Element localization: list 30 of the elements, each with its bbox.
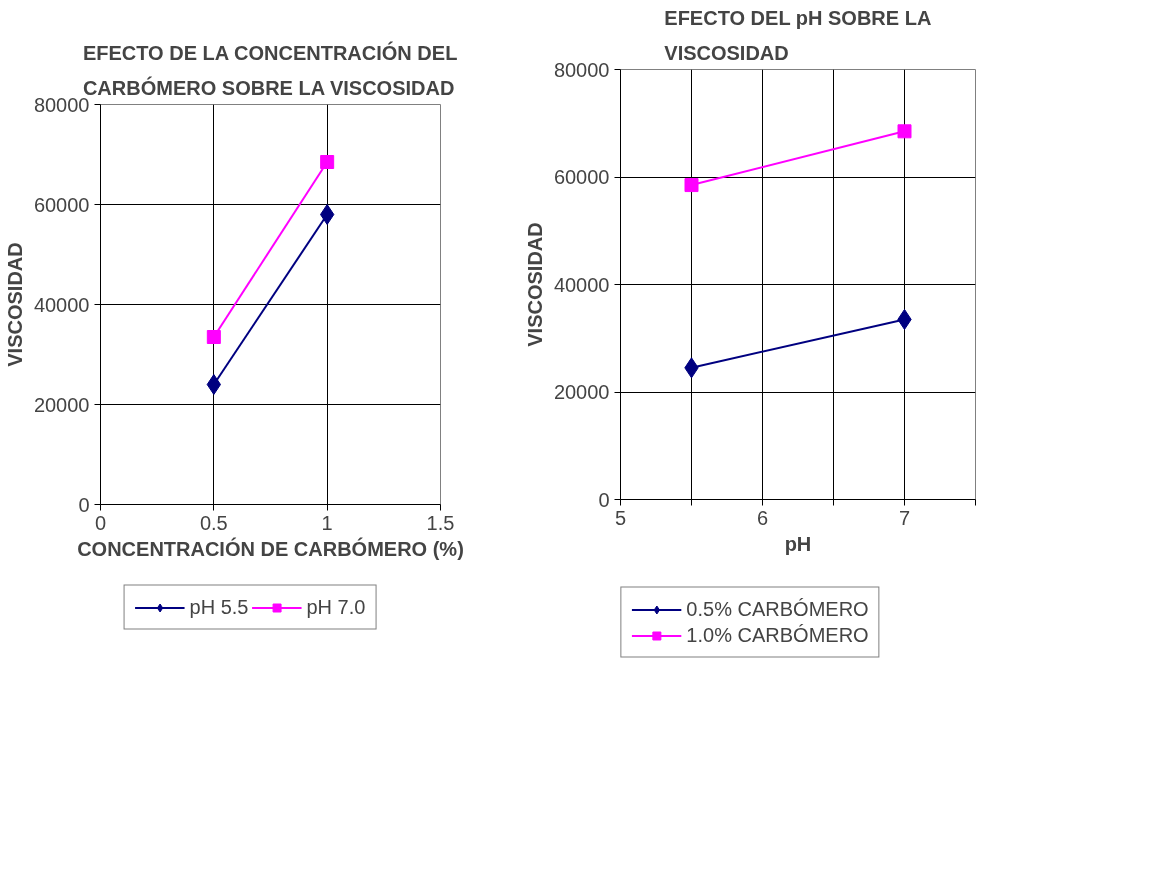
legend-label: 1.0% CARBÓMERO — [686, 623, 869, 647]
y-tick-label: 0 — [598, 488, 610, 511]
point — [684, 178, 699, 193]
point — [206, 330, 221, 344]
y-tick-label: 20000 — [33, 393, 90, 416]
x-axis-title: pH — [784, 532, 812, 555]
legend-label: 0.5% CARBÓMERO — [686, 597, 869, 621]
point — [206, 374, 221, 395]
y-tick-label: 40000 — [33, 293, 90, 316]
x-tick-label: 5 — [614, 506, 627, 529]
point — [320, 204, 335, 225]
x-tick-label: 0 — [94, 511, 107, 534]
y-tick-label: 60000 — [33, 193, 90, 216]
x-tick-label: 1.5 — [426, 511, 455, 534]
x-tick-label: 1 — [321, 511, 333, 534]
y-tick-label: 40000 — [553, 273, 610, 296]
x-tick-label: 7 — [898, 506, 911, 529]
y-tick-label: 80000 — [553, 58, 610, 81]
y-axis-title: VISCOSIDAD — [3, 242, 26, 367]
x-tick-label: 6 — [756, 506, 769, 529]
point — [897, 124, 912, 139]
chart-title: EFECTO DEL pH SOBRE LA VISCOSIDAD — [664, 7, 932, 65]
y-tick-label: 60000 — [553, 166, 610, 188]
y-tick-label: 20000 — [553, 381, 610, 403]
x-axis-title: CONCENTRACIÓN DE CARBÓMERO (%) — [77, 536, 464, 560]
legend-label: pH 5.5 — [189, 595, 249, 619]
x-tick-label: 0.5 — [199, 511, 228, 534]
y-axis-title: VISCOSIDAD — [523, 222, 546, 347]
legend-label: pH 7.0 — [306, 595, 366, 619]
point — [320, 155, 335, 169]
